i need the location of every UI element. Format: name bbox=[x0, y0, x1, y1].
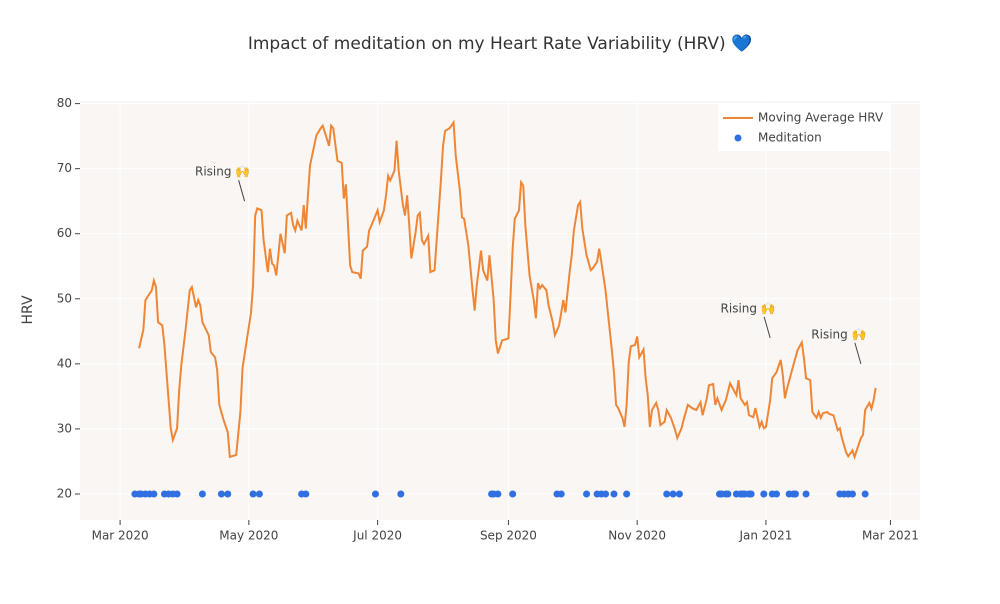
legend-label: Moving Average HRV bbox=[758, 111, 884, 125]
point bbox=[583, 490, 591, 498]
legend-label: Meditation bbox=[758, 131, 822, 145]
point bbox=[724, 490, 732, 498]
point bbox=[791, 490, 799, 498]
x-tick-label: Sep 2020 bbox=[480, 529, 537, 543]
x-tick-label: Jan 2021 bbox=[738, 529, 792, 543]
annotation-arrow bbox=[854, 342, 862, 364]
point bbox=[509, 490, 517, 498]
annotation-arrow bbox=[238, 180, 246, 202]
point bbox=[302, 490, 310, 498]
point bbox=[557, 490, 565, 498]
annotation-arrow bbox=[763, 316, 771, 338]
point bbox=[602, 490, 610, 498]
y-tick-label: 80 bbox=[57, 96, 72, 110]
point bbox=[173, 490, 181, 498]
legend-box bbox=[718, 103, 890, 151]
point bbox=[675, 490, 683, 498]
plot-area bbox=[80, 101, 920, 520]
point bbox=[663, 490, 671, 498]
point bbox=[610, 490, 618, 498]
annotation: Rising 🙌 bbox=[195, 165, 250, 179]
legend-swatch bbox=[734, 134, 742, 142]
point bbox=[861, 490, 869, 498]
point bbox=[150, 490, 158, 498]
line bbox=[138, 119, 877, 461]
x-tick-label: Mar 2021 bbox=[862, 529, 919, 543]
point bbox=[669, 490, 677, 498]
point bbox=[848, 490, 856, 498]
point bbox=[760, 490, 768, 498]
point bbox=[772, 490, 780, 498]
annotation: Rising 🙌 bbox=[811, 327, 866, 341]
point bbox=[249, 490, 257, 498]
x-tick-label: Jul 2020 bbox=[352, 529, 402, 543]
chart-title: Impact of meditation on my Heart Rate Va… bbox=[248, 34, 753, 54]
y-axis-title: HRV bbox=[20, 295, 36, 324]
point bbox=[397, 490, 405, 498]
y-tick-label: 20 bbox=[57, 486, 72, 500]
x-tick-label: Mar 2020 bbox=[92, 529, 149, 543]
point bbox=[494, 490, 502, 498]
point bbox=[217, 490, 225, 498]
y-tick-label: 30 bbox=[57, 421, 72, 435]
x-tick-label: May 2020 bbox=[219, 529, 278, 543]
y-tick-label: 70 bbox=[57, 161, 72, 175]
y-tick-label: 60 bbox=[57, 226, 72, 240]
point bbox=[224, 490, 232, 498]
point bbox=[371, 490, 379, 498]
y-tick-label: 50 bbox=[57, 291, 72, 305]
point bbox=[255, 490, 263, 498]
point bbox=[198, 490, 206, 498]
y-tick-label: 40 bbox=[57, 356, 72, 370]
point bbox=[802, 490, 810, 498]
point bbox=[623, 490, 631, 498]
annotation: Rising 🙌 bbox=[721, 301, 776, 315]
point bbox=[747, 490, 755, 498]
x-tick-label: Nov 2020 bbox=[608, 529, 666, 543]
